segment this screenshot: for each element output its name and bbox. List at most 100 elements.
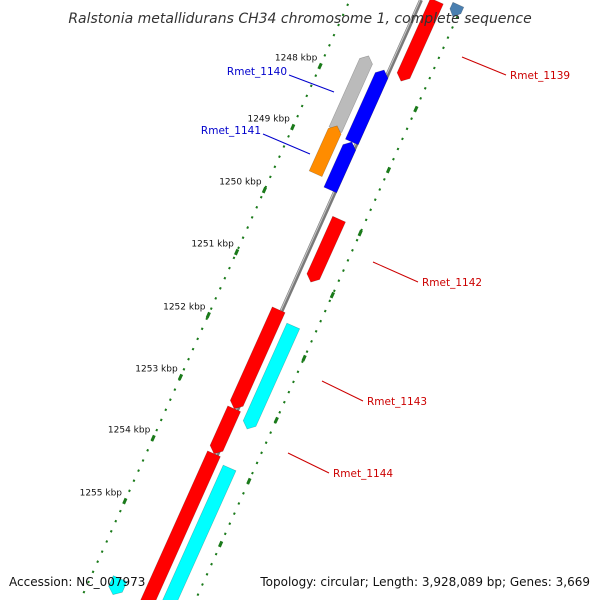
tick-dot xyxy=(451,26,454,29)
tick-dot xyxy=(255,205,259,209)
tick-dot xyxy=(209,307,213,311)
tick-dot xyxy=(96,560,100,564)
tick-dot xyxy=(82,590,86,594)
tick-dot xyxy=(137,469,140,473)
rmet-1145-cyan-feature xyxy=(162,464,237,600)
major-tick xyxy=(234,248,240,256)
tick-dot xyxy=(118,509,122,513)
tick-dot xyxy=(91,570,95,574)
tick-dot xyxy=(301,360,304,364)
tick-dot xyxy=(218,286,222,290)
tick-dot xyxy=(237,502,241,505)
tick-dot xyxy=(309,84,313,88)
tick-dot xyxy=(351,248,354,252)
gene-label-rmet-1142: Rmet_1142 xyxy=(422,277,482,289)
tick-dot xyxy=(310,339,313,343)
tick-dot xyxy=(246,226,250,229)
tick-dot xyxy=(87,580,90,584)
kbp-label: 1250 kbp xyxy=(219,177,262,187)
major-tick xyxy=(385,166,392,174)
rmet-1143-cyan-feature xyxy=(242,322,301,430)
tick-dot xyxy=(155,428,159,432)
tick-dot xyxy=(264,441,268,445)
tick-dot xyxy=(187,357,190,361)
major-tick xyxy=(150,434,156,442)
leader-rmet-1144 xyxy=(287,452,330,474)
tick-dot xyxy=(141,459,145,462)
tick-dot xyxy=(251,471,254,475)
leader-rmet-1142 xyxy=(372,261,419,283)
tick-dot xyxy=(282,400,286,404)
tick-dot xyxy=(342,269,345,272)
tick-dot xyxy=(201,583,204,586)
accession-text: Accession: NC_007973 xyxy=(9,575,146,589)
leader-rmet-1143 xyxy=(321,380,364,402)
gene-features xyxy=(108,0,465,600)
tick-dot xyxy=(410,117,413,121)
tick-dot xyxy=(405,127,409,131)
labels: 1248 kbp 1249 kbp 1250 kbp 1251 kbp 1252 kbp… xyxy=(80,53,570,498)
tick-dot xyxy=(237,246,240,250)
rmet-1140-grey-feature xyxy=(328,55,373,133)
kbp-label: 1253 kbp xyxy=(135,364,178,374)
tick-dot xyxy=(168,398,172,402)
kbp-label: 1248 kbp xyxy=(275,53,318,63)
tick-dot xyxy=(296,114,300,118)
major-tick xyxy=(218,540,224,548)
tick-dot xyxy=(323,309,327,313)
tick-dot xyxy=(446,36,450,40)
leader-rmet-1139 xyxy=(461,56,507,76)
major-tick xyxy=(205,311,211,319)
tick-dot xyxy=(146,448,150,452)
leader-rmet-1141 xyxy=(262,133,311,155)
tick-dot xyxy=(214,552,218,556)
kbp-label: 1249 kbp xyxy=(247,114,290,124)
major-tick xyxy=(122,497,128,505)
tick-dot xyxy=(255,461,259,465)
tick-dot xyxy=(132,479,136,483)
tick-dot xyxy=(196,337,200,341)
kbp-label: 1255 kbp xyxy=(80,488,123,498)
gene-label-rmet-1144: Rmet_1144 xyxy=(333,468,393,480)
tick-dot xyxy=(228,266,231,270)
tick-dot xyxy=(419,96,423,100)
tick-dot xyxy=(228,522,232,526)
tick-marks xyxy=(82,3,459,597)
tick-dot xyxy=(196,593,200,597)
tick-dot xyxy=(200,327,204,331)
tick-dot xyxy=(332,33,336,37)
tick-dot xyxy=(337,23,340,27)
tick-dot xyxy=(364,218,368,222)
topology-text: Topology: circular; Length: 3,928,089 bp… xyxy=(260,575,590,589)
kbp-label: 1252 kbp xyxy=(163,302,206,312)
tick-dot xyxy=(128,489,131,493)
tick-dot xyxy=(223,532,227,536)
major-tick xyxy=(357,229,363,237)
major-tick xyxy=(301,354,307,362)
tick-dot xyxy=(337,279,341,283)
tick-dot xyxy=(319,319,323,323)
tick-dot xyxy=(250,215,254,219)
rmet-1143-feature xyxy=(229,306,286,410)
tick-dot xyxy=(182,367,186,371)
bottom-cyan-feature xyxy=(108,575,128,595)
tick-dot xyxy=(159,418,163,422)
tick-dot xyxy=(392,157,395,161)
tick-dot xyxy=(323,53,327,57)
tick-dot xyxy=(292,380,295,384)
tick-dot xyxy=(346,258,350,262)
tick-dot xyxy=(455,15,459,19)
tick-dot xyxy=(287,390,291,394)
gene-label-rmet-1139: Rmet_1139 xyxy=(510,70,570,82)
label-leaders xyxy=(262,56,507,474)
kbp-label: 1251 kbp xyxy=(191,239,234,249)
tick-dot xyxy=(373,198,377,202)
tick-dot xyxy=(164,408,168,412)
tick-dot xyxy=(268,175,272,179)
tick-dot xyxy=(346,3,350,7)
tick-dot xyxy=(305,94,309,98)
tick-dot xyxy=(241,236,245,240)
tick-dot xyxy=(232,512,236,516)
tick-dot xyxy=(423,86,427,90)
tick-dot xyxy=(100,550,104,554)
